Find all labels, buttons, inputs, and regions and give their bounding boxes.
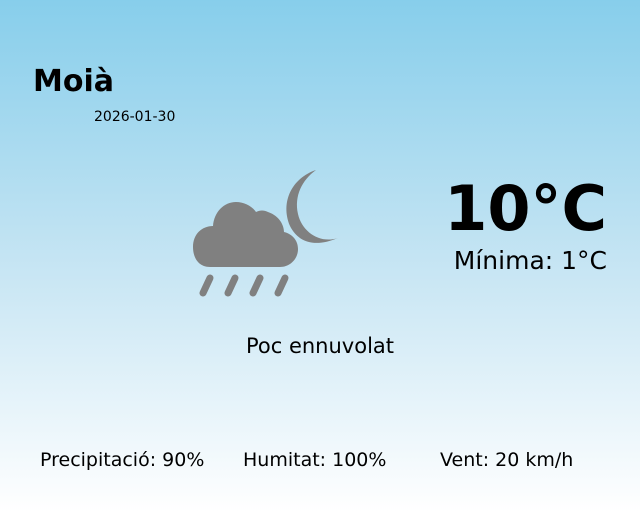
moon-icon — [286, 170, 338, 243]
forecast-date: 2026-01-30 — [94, 109, 176, 125]
minimum-temperature: Mínima: 1°C — [453, 246, 607, 275]
rain-icon — [199, 274, 289, 297]
current-temperature: 10°C — [444, 172, 607, 245]
cloud-moon-rain-icon — [193, 170, 338, 297]
humidity: Humitat: 100% — [243, 449, 387, 471]
cloud-icon — [193, 202, 298, 267]
precipitation: Precipitació: 90% — [40, 449, 205, 471]
weather-condition: Poc ennuvolat — [245, 334, 395, 358]
city-name: Moià — [33, 64, 114, 99]
wind: Vent: 20 km/h — [440, 449, 574, 471]
